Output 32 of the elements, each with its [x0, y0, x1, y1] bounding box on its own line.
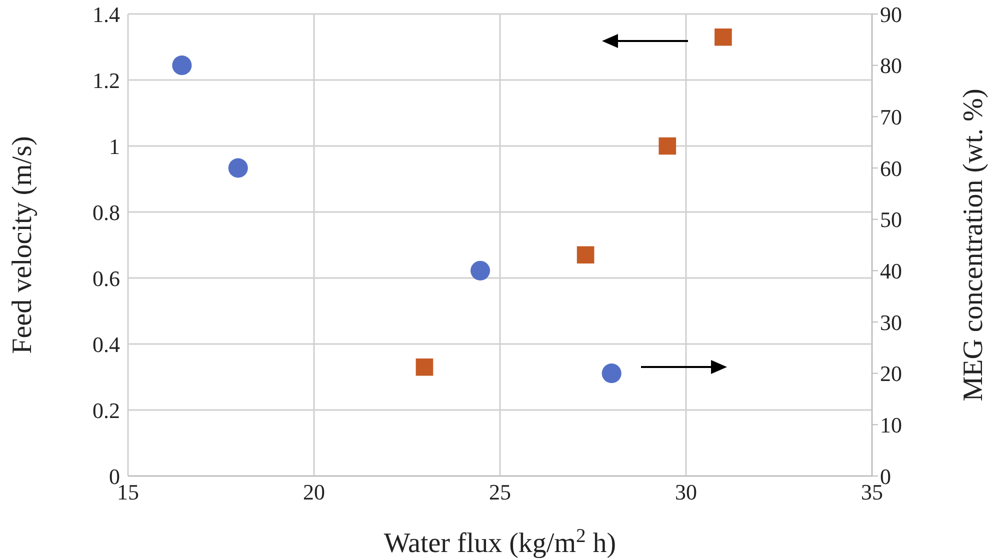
point [658, 137, 676, 155]
point [576, 246, 594, 264]
y-tick-label: 0.8 [92, 200, 120, 225]
x-tick-label: 20 [303, 480, 325, 505]
y2-tick-label: 50 [880, 207, 902, 232]
x-tick-label: 30 [675, 480, 697, 505]
point [228, 158, 248, 178]
point [602, 364, 622, 384]
y2-tick-label: 0 [880, 464, 891, 489]
y2-tick-label: 30 [880, 310, 902, 335]
y2-tick-label: 10 [880, 412, 902, 438]
y-tick-label: 0.2 [92, 398, 120, 423]
y2-tick-label: 20 [880, 361, 902, 386]
y-tick-label: 1.2 [92, 68, 120, 93]
point [714, 28, 732, 46]
y2-tick-label: 80 [880, 53, 902, 78]
y-tick-label: 0.4 [92, 332, 120, 357]
x-tick-label: 25 [489, 480, 511, 505]
y2-tick-label: 40 [880, 258, 902, 284]
x-axis-title: Water flux (kg/m$^{2}$ h) [384, 526, 616, 559]
y-axis-title: Feed velocity (m/s) [6, 136, 38, 354]
y-tick-label: 1.4 [92, 2, 120, 27]
y-tick-label: 0.6 [92, 266, 120, 291]
point [172, 56, 192, 76]
y2-axis-title: MEG concentration (wt. %) [958, 88, 988, 402]
y2-tick-label: 60 [880, 156, 902, 181]
point [470, 260, 490, 280]
point [416, 358, 434, 376]
y2-tick-label: 90 [880, 2, 902, 27]
y-tick-label: 0 [109, 464, 120, 489]
y-tick-label: 1 [109, 134, 120, 159]
y2-tick-label: 70 [880, 104, 902, 130]
